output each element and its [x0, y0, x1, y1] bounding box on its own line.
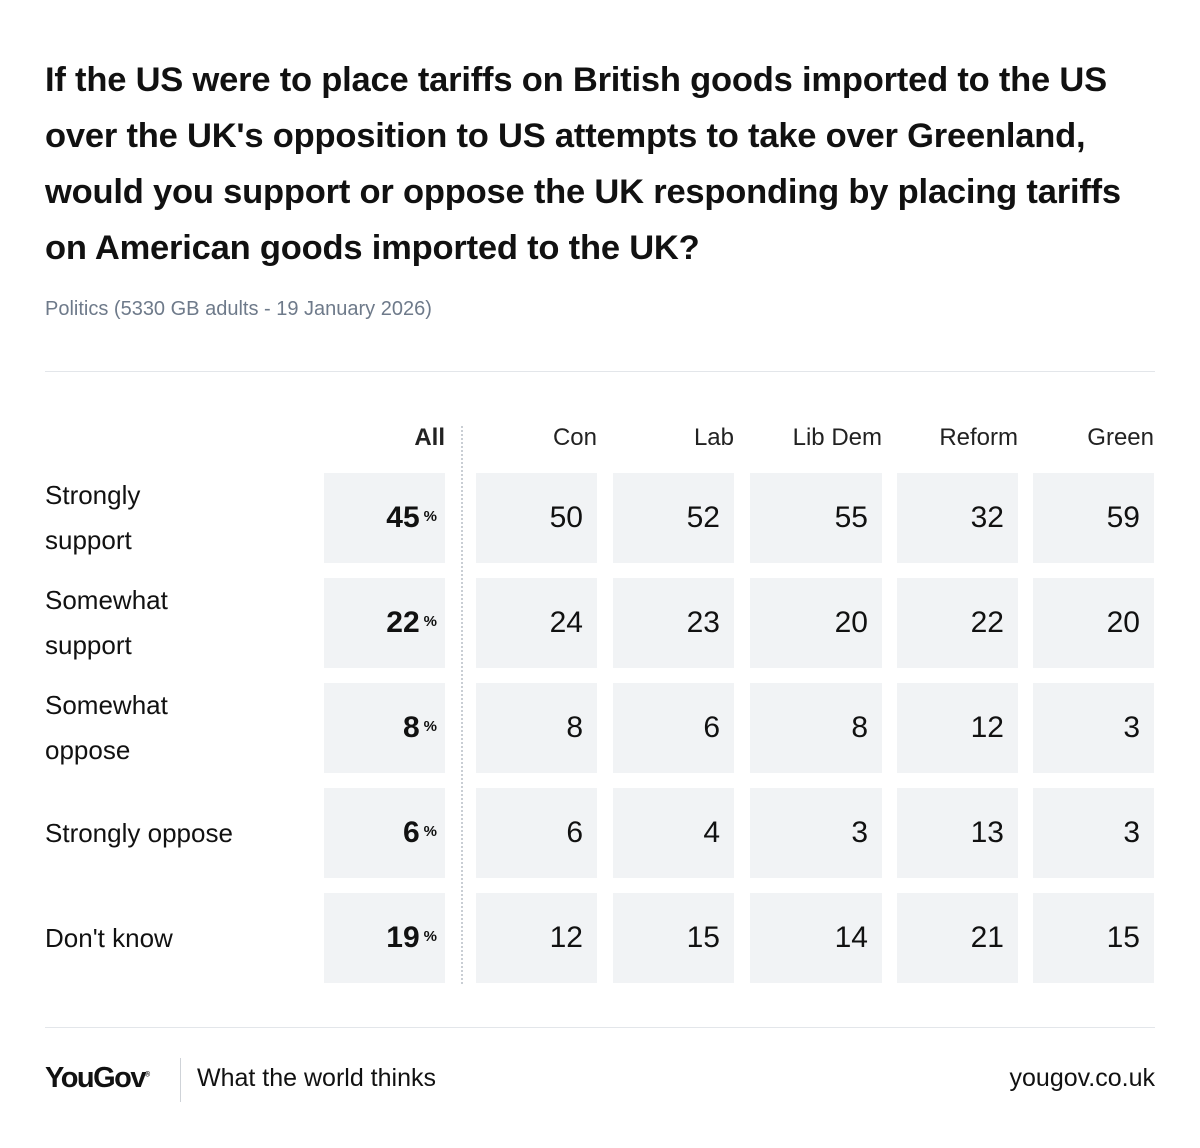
value-label: 8: [402, 711, 420, 744]
value-label: 6: [402, 816, 420, 849]
party-value-cell: 4: [613, 788, 734, 878]
value-label: 8: [566, 711, 583, 744]
row-label: Somewhat oppose: [45, 683, 315, 773]
value-label: 21: [970, 921, 1004, 954]
value-label: 55: [834, 501, 868, 534]
row-label-line: support: [45, 525, 132, 555]
chart-title: If the US were to place tariffs on Briti…: [45, 61, 1121, 267]
party-value-cell: 50: [476, 473, 597, 563]
top-divider: [45, 371, 1155, 372]
party-value-cell: 20: [750, 578, 882, 668]
row-label-line: oppose: [45, 735, 131, 765]
all-value-cell: 45%: [324, 473, 445, 563]
party-value-cell: 15: [1033, 893, 1154, 983]
party-value-cell: 21: [897, 893, 1018, 983]
chart-subtitle: Politics (5330 GB adults - 19 January 20…: [45, 298, 432, 320]
party-value-cell: 8: [750, 683, 882, 773]
party-value-cell: 15: [613, 893, 734, 983]
value-label: 14: [834, 921, 868, 954]
value-label: 19: [386, 921, 420, 954]
value-label: 3: [851, 816, 868, 849]
column-header-all: All: [414, 424, 445, 451]
value-label: 15: [686, 921, 720, 954]
column-header-lib-dem: Lib Dem: [792, 424, 882, 451]
column-header-lab: Lab: [693, 424, 734, 451]
party-value-cell: 55: [750, 473, 882, 563]
column-header-con: Con: [552, 424, 597, 451]
row-label-line: Somewhat: [45, 690, 168, 720]
value-label: 24: [549, 606, 583, 639]
party-value-cell: 52: [613, 473, 734, 563]
all-value-cell: 6%: [324, 788, 445, 878]
site-link[interactable]: yougov.co.uk: [1009, 1064, 1155, 1092]
percent-sign: %: [423, 507, 437, 525]
party-value-cell: 22: [897, 578, 1018, 668]
row-label: Strongly oppose: [45, 788, 315, 878]
party-value-cell: 3: [1033, 788, 1154, 878]
row-label-line: Strongly oppose: [45, 817, 233, 848]
party-value-cell: 6: [476, 788, 597, 878]
party-value-cell: 32: [897, 473, 1018, 563]
value-label: 6: [566, 816, 583, 849]
value-label: 22: [970, 606, 1004, 639]
row-label-line: support: [45, 630, 132, 660]
party-value-cell: 6: [613, 683, 734, 773]
party-value-cell: 59: [1033, 473, 1154, 563]
party-value-cell: 8: [476, 683, 597, 773]
value-label: 52: [686, 501, 720, 534]
row-label: Don't know: [45, 893, 315, 983]
value-label: 45: [386, 501, 420, 534]
yougov-logo[interactable]: YouGov®: [45, 1062, 151, 1094]
percent-sign: %: [423, 822, 437, 840]
all-value-cell: 8%: [324, 683, 445, 773]
party-value-cell: 13: [897, 788, 1018, 878]
value-label: 8: [851, 711, 868, 744]
percent-sign: %: [423, 927, 437, 945]
value-label: 12: [970, 711, 1004, 744]
row-label-line: Strongly: [45, 480, 141, 510]
percent-sign: %: [423, 612, 437, 630]
party-value-cell: 24: [476, 578, 597, 668]
value-label: 12: [549, 921, 583, 954]
value-label: 3: [1123, 816, 1140, 849]
row-label: Somewhat support: [45, 578, 315, 668]
value-label: 22: [386, 606, 420, 639]
value-label: 32: [970, 501, 1004, 534]
value-label: 20: [834, 606, 868, 639]
party-value-cell: 20: [1033, 578, 1154, 668]
value-label: 20: [1106, 606, 1140, 639]
row-label-line: Somewhat: [45, 585, 168, 615]
value-label: 23: [686, 606, 720, 639]
all-value-cell: 19%: [324, 893, 445, 983]
logo-separator: [180, 1058, 181, 1102]
column-header-green: Green: [1087, 424, 1154, 451]
value-label: 3: [1123, 711, 1140, 744]
party-value-cell: 14: [750, 893, 882, 983]
value-label: 50: [549, 501, 583, 534]
value-label: 13: [970, 816, 1004, 849]
party-value-cell: 23: [613, 578, 734, 668]
percent-sign: %: [423, 717, 437, 735]
value-label: 6: [703, 711, 720, 744]
party-value-cell: 3: [750, 788, 882, 878]
tagline: What the world thinks: [197, 1064, 436, 1092]
row-label-line: Don't know: [45, 922, 173, 953]
party-value-cell: 12: [897, 683, 1018, 773]
value-label: 59: [1106, 501, 1140, 534]
party-value-cell: 3: [1033, 683, 1154, 773]
bottom-divider: [45, 1027, 1155, 1028]
row-label: Strongly support: [45, 473, 315, 563]
value-label: 4: [703, 816, 720, 849]
value-label: 15: [1106, 921, 1140, 954]
all-value-cell: 22%: [324, 578, 445, 668]
column-header-reform: Reform: [939, 424, 1018, 451]
all-column-divider: [461, 426, 463, 984]
party-value-cell: 12: [476, 893, 597, 983]
